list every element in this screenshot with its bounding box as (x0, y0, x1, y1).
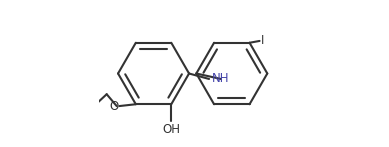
Text: OH: OH (162, 123, 180, 136)
Text: NH: NH (212, 72, 229, 85)
Text: I: I (261, 34, 264, 47)
Text: O: O (109, 100, 119, 113)
